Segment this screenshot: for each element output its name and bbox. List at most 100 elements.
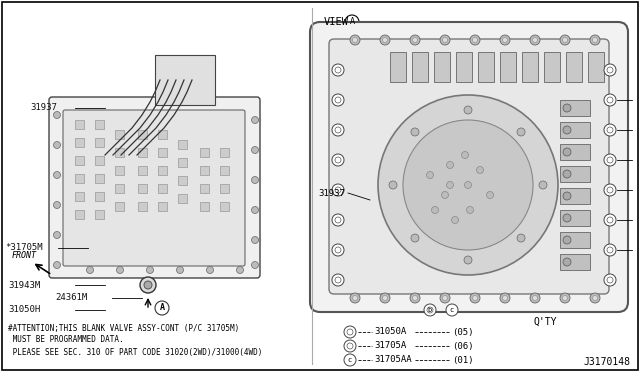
Circle shape	[604, 184, 616, 196]
Bar	[560, 144, 590, 160]
Circle shape	[252, 206, 259, 214]
Bar	[200, 202, 209, 211]
Circle shape	[353, 295, 358, 301]
Bar	[434, 52, 450, 82]
Text: 31705A: 31705A	[374, 341, 406, 350]
Circle shape	[335, 97, 341, 103]
Circle shape	[470, 35, 480, 45]
Circle shape	[207, 266, 214, 273]
Circle shape	[54, 171, 61, 179]
Circle shape	[532, 295, 538, 301]
Circle shape	[472, 295, 477, 301]
Bar	[155, 55, 215, 105]
Circle shape	[563, 126, 571, 134]
Text: (05): (05)	[452, 327, 474, 337]
Circle shape	[607, 67, 613, 73]
Circle shape	[410, 35, 420, 45]
Circle shape	[335, 217, 341, 223]
Bar	[138, 184, 147, 193]
Circle shape	[54, 202, 61, 208]
Bar	[456, 52, 472, 82]
Circle shape	[424, 304, 436, 316]
Circle shape	[470, 293, 480, 303]
Text: c: c	[450, 307, 454, 313]
Bar	[560, 254, 590, 270]
Circle shape	[350, 35, 360, 45]
Circle shape	[344, 326, 356, 338]
Circle shape	[431, 206, 438, 214]
Circle shape	[413, 38, 417, 42]
Bar	[178, 194, 187, 203]
Circle shape	[563, 236, 571, 244]
Circle shape	[147, 266, 154, 273]
Circle shape	[563, 170, 571, 178]
Circle shape	[332, 214, 344, 226]
Bar	[95, 174, 104, 183]
FancyBboxPatch shape	[49, 97, 260, 278]
Bar	[588, 52, 604, 82]
Circle shape	[380, 35, 390, 45]
Bar	[138, 202, 147, 211]
Bar	[95, 192, 104, 201]
Circle shape	[335, 67, 341, 73]
Bar	[138, 166, 147, 175]
Circle shape	[335, 127, 341, 133]
Circle shape	[332, 274, 344, 286]
FancyBboxPatch shape	[310, 22, 628, 312]
Circle shape	[563, 38, 568, 42]
Circle shape	[607, 277, 613, 283]
Text: 31937: 31937	[318, 189, 345, 198]
Circle shape	[465, 182, 472, 189]
Bar	[138, 130, 147, 139]
Bar	[560, 188, 590, 204]
Bar	[500, 52, 516, 82]
Circle shape	[383, 38, 387, 42]
Bar	[75, 156, 84, 165]
Circle shape	[116, 266, 124, 273]
Circle shape	[563, 148, 571, 156]
Bar	[220, 184, 229, 193]
Text: Q'TY: Q'TY	[533, 317, 557, 327]
Bar	[75, 192, 84, 201]
Circle shape	[332, 154, 344, 166]
FancyBboxPatch shape	[329, 39, 609, 294]
Bar	[220, 202, 229, 211]
Bar	[95, 210, 104, 219]
Circle shape	[347, 329, 353, 335]
Circle shape	[451, 217, 458, 224]
Text: 31705AA: 31705AA	[374, 356, 412, 365]
Circle shape	[403, 120, 533, 250]
Circle shape	[411, 234, 419, 242]
Bar	[158, 166, 167, 175]
Circle shape	[486, 192, 493, 199]
Circle shape	[252, 176, 259, 183]
Bar	[560, 210, 590, 226]
Circle shape	[532, 38, 538, 42]
Circle shape	[502, 295, 508, 301]
Circle shape	[335, 277, 341, 283]
Circle shape	[604, 274, 616, 286]
Circle shape	[344, 340, 356, 352]
Bar	[522, 52, 538, 82]
Bar	[544, 52, 560, 82]
Circle shape	[461, 151, 468, 158]
Circle shape	[332, 184, 344, 196]
Circle shape	[440, 35, 450, 45]
Circle shape	[332, 244, 344, 256]
Circle shape	[378, 95, 558, 275]
Text: 31050A: 31050A	[374, 327, 406, 337]
Bar	[220, 148, 229, 157]
Bar	[95, 138, 104, 147]
Circle shape	[607, 97, 613, 103]
Bar	[115, 130, 124, 139]
Bar	[412, 52, 428, 82]
Circle shape	[604, 64, 616, 76]
Text: b: b	[428, 307, 432, 313]
Circle shape	[464, 256, 472, 264]
Circle shape	[593, 295, 598, 301]
Circle shape	[590, 293, 600, 303]
Text: 24361M: 24361M	[55, 294, 87, 302]
Circle shape	[464, 106, 472, 114]
Circle shape	[350, 293, 360, 303]
Circle shape	[447, 161, 454, 169]
